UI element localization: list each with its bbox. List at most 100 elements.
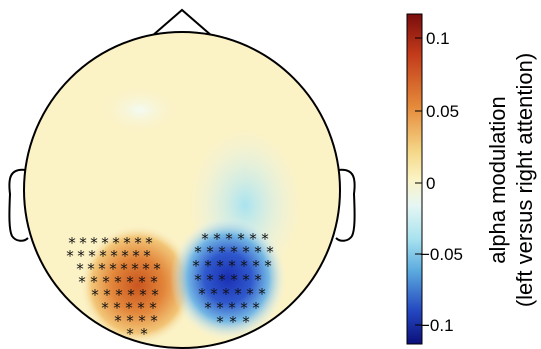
colorbar-tick-label: −0.05 [420, 245, 463, 264]
left-cluster-markers: * * * * * * * ** * * * * * * ** * * * * * * ** * * * * * ** * * * * ** * *… [66, 234, 161, 343]
electrode-marker: * [216, 257, 224, 275]
electrode-marker: * [249, 230, 257, 248]
electrode-marker: * [123, 234, 131, 252]
electrode-marker: * [110, 247, 118, 265]
electrode-marker: * [121, 247, 129, 265]
electrode-marker: * [68, 234, 76, 252]
electrode-marker: * [222, 285, 230, 303]
electrode-marker: * [138, 312, 146, 330]
electrode-marker: * [252, 299, 260, 317]
electrode-marker: * [237, 230, 245, 248]
head-outline [23, 31, 341, 349]
electrode-marker: * [103, 286, 111, 304]
electrode-marker: * [252, 257, 260, 275]
electrode-marker: * [192, 257, 200, 275]
colorbar-tick-label: −0.1 [420, 316, 454, 335]
electrode-marker: * [76, 260, 84, 278]
left-ear-outline [8, 168, 29, 242]
nose-outline [151, 8, 213, 37]
electrode-marker: * [194, 271, 202, 289]
electrode-marker: * [126, 273, 134, 291]
electrode-marker: * [142, 260, 150, 278]
electrode-marker: * [114, 312, 122, 330]
electrode-marker: * [143, 247, 151, 265]
electrode-marker: * [149, 299, 157, 317]
electrode-marker: * [126, 325, 134, 343]
electrode-marker: * [230, 243, 238, 261]
electrode-marker: * [150, 312, 158, 330]
electrode-marker: * [242, 271, 250, 289]
electrode-marker: * [228, 299, 236, 317]
electrode-marker: * [66, 247, 74, 265]
electrode-marker: * [240, 299, 248, 317]
electrode-marker: * [79, 234, 87, 252]
electrode-marker: * [153, 260, 161, 278]
electrode-marker: * [266, 243, 274, 261]
right-cluster-blob [170, 216, 286, 340]
electrode-marker: * [254, 271, 262, 289]
electrode-marker: * [88, 247, 96, 265]
electrode-marker: * [113, 299, 121, 317]
electrode-marker: * [216, 299, 224, 317]
electrode-marker: * [254, 243, 262, 261]
colorbar-gradient [406, 13, 423, 345]
electrode-marker: * [210, 285, 218, 303]
electrode-marker: * [151, 286, 159, 304]
colorbar-tick-label: 0.05 [426, 102, 459, 121]
electrode-marker: * [137, 299, 145, 317]
electrode-marker: * [140, 325, 148, 343]
right-ear-outline [335, 168, 356, 242]
electrode-marker: * [213, 230, 221, 248]
colorbar-tick-label: 0.1 [426, 29, 450, 48]
electrode-marker: * [246, 285, 254, 303]
electrode-marker: * [201, 230, 209, 248]
electrode-marker: * [132, 247, 140, 265]
electrode-marker: * [204, 299, 212, 317]
electrode-marker: * [90, 234, 98, 252]
electrode-marker: * [261, 230, 269, 248]
electrode-marker: * [240, 257, 248, 275]
electrode-marker: * [228, 257, 236, 275]
electrode-marker: * [78, 273, 86, 291]
electrode-marker: * [102, 273, 110, 291]
electrode-marker: * [98, 260, 106, 278]
electrode-marker: * [218, 243, 226, 261]
electrode-marker: * [206, 243, 214, 261]
right-cluster-markers: * * * * * ** * * * * * ** * * * * * ** * * * * ** * * * * ** * * * ** * * [192, 230, 274, 331]
electrode-marker: * [242, 313, 250, 331]
electrode-marker: * [112, 234, 120, 252]
colorbar-tick-label: 0 [426, 174, 435, 193]
topographic-map: * * * * * * * ** * * * * * * ** * * * * * * ** * * * * * ** * * * * ** * *… [24, 32, 340, 348]
electrode-marker: * [225, 230, 233, 248]
electrode-marker: * [127, 286, 135, 304]
electrode-marker: * [198, 285, 206, 303]
electrode-marker: * [218, 271, 226, 289]
electrode-marker: * [120, 260, 128, 278]
colorbar-subtitle: (left versus right attention) [512, 53, 537, 307]
electrode-marker: * [125, 299, 133, 317]
electrode-marker: * [87, 260, 95, 278]
electrode-marker: * [234, 285, 242, 303]
electrode-marker: * [134, 234, 142, 252]
electrode-marker: * [138, 273, 146, 291]
electrode-marker: * [77, 247, 85, 265]
electrode-marker: * [216, 313, 224, 331]
left-cluster-blob [80, 225, 196, 345]
electrode-marker: * [264, 257, 272, 275]
electrode-marker: * [126, 312, 134, 330]
electrode-marker: * [99, 247, 107, 265]
electrode-marker: * [150, 273, 158, 291]
electrode-marker: * [206, 271, 214, 289]
electrode-marker: * [258, 285, 266, 303]
electrode-marker: * [101, 234, 109, 252]
electrode-marker: * [139, 286, 147, 304]
electrode-marker: * [109, 260, 117, 278]
electrode-marker: * [204, 257, 212, 275]
electrode-marker: * [229, 313, 237, 331]
colorbar: 0.1 0.05 0 −0.05 −0.1 alpha modulation (… [406, 13, 537, 345]
electrode-marker: * [114, 273, 122, 291]
electrode-marker: * [194, 243, 202, 261]
electrode-marker: * [91, 286, 99, 304]
electrode-marker: * [131, 260, 139, 278]
